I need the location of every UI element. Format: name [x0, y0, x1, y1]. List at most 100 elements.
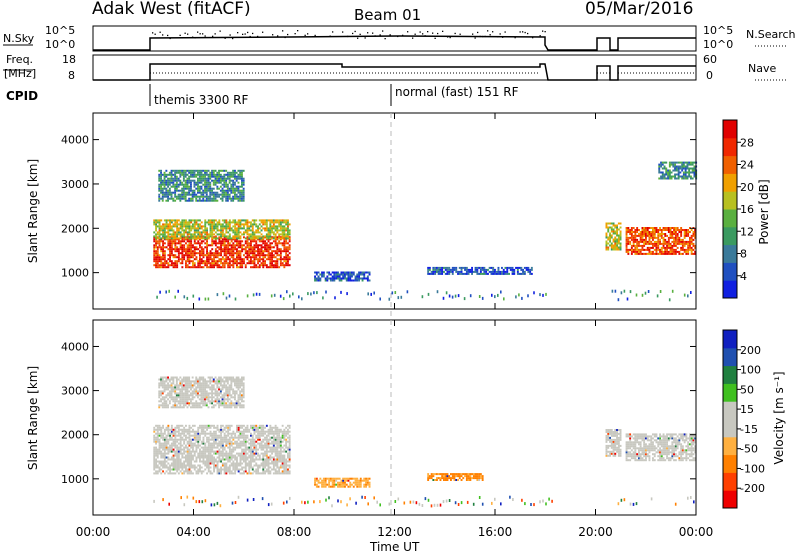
echo-cell — [239, 266, 242, 269]
echo-cell — [174, 438, 177, 441]
echo-cell — [688, 169, 691, 172]
echo-cell — [683, 250, 686, 253]
echo-cell — [262, 264, 265, 267]
echo-cell — [221, 436, 224, 439]
echo-cell — [188, 450, 191, 453]
power-colorbar-label: Power [dB] — [757, 179, 771, 244]
echo-cell — [226, 175, 229, 178]
echo-cell — [629, 236, 632, 239]
echo-cell — [246, 246, 249, 249]
echo-cell — [271, 440, 273, 443]
echo-cell — [153, 468, 156, 471]
echo-cell — [158, 378, 161, 381]
echo-cell — [692, 244, 695, 247]
echo-cell — [170, 464, 173, 467]
echo-cell — [619, 244, 622, 247]
colorbar-segment — [723, 120, 737, 139]
echo-cell — [188, 252, 191, 255]
echo-cell — [681, 229, 684, 231]
echo-cell — [223, 462, 226, 465]
echo-cell — [202, 254, 205, 257]
echo-cell — [262, 258, 265, 261]
echo-cell — [202, 260, 205, 263]
echo-cell — [260, 219, 263, 222]
ground-scatter — [629, 290, 632, 294]
echo-cell — [234, 436, 237, 439]
echo-cell — [227, 470, 230, 473]
echo-cell — [287, 456, 289, 459]
echo-cell — [689, 246, 691, 249]
echo-cell — [153, 458, 156, 461]
echo-cell — [260, 264, 263, 267]
echo-cell — [179, 242, 182, 245]
echo-cell — [223, 189, 226, 192]
echo-cell — [220, 260, 222, 263]
echo-cell — [236, 466, 238, 469]
echo-cell — [163, 460, 166, 463]
echo-cell — [199, 250, 201, 253]
echo-cell — [241, 175, 243, 178]
echo-cell — [234, 434, 237, 437]
echo-cell — [161, 195, 164, 198]
echo-cell — [186, 464, 189, 467]
echo-cell — [283, 221, 286, 224]
echo-cell — [265, 440, 268, 443]
echo-cell — [158, 227, 161, 230]
echo-cell — [165, 378, 168, 381]
echo-cell — [218, 452, 221, 455]
echo-cell — [197, 235, 200, 238]
echo-cell — [182, 400, 185, 403]
echo-cell — [451, 268, 454, 271]
echo-cell — [236, 444, 238, 447]
echo-cell — [160, 171, 162, 174]
echo-cell — [204, 191, 206, 194]
echo-cell — [216, 456, 219, 459]
echo-cell — [232, 450, 235, 453]
echo-cell — [177, 242, 180, 245]
echo-cell — [192, 225, 194, 228]
echo-cell — [262, 250, 265, 253]
echo-cell — [170, 242, 173, 245]
echo-cell — [228, 456, 231, 459]
echo-cell — [278, 430, 281, 433]
echo-cell — [279, 223, 282, 226]
echo-cell — [177, 248, 180, 251]
echo-cell — [160, 197, 162, 200]
echo-cell — [172, 223, 175, 226]
echo-cell — [218, 442, 221, 445]
echo-cell — [329, 279, 332, 282]
echo-cell — [160, 392, 162, 395]
echo-cell — [186, 442, 189, 445]
echo-cell — [213, 430, 215, 433]
echo-cell — [185, 460, 187, 463]
echo-cell — [287, 460, 289, 463]
echo-cell — [269, 227, 272, 230]
echo-cell — [250, 242, 252, 245]
echo-cell — [183, 256, 186, 259]
echo-cell — [204, 189, 206, 192]
echo-cell — [218, 177, 220, 180]
echo-cell — [199, 264, 201, 267]
echo-cell — [197, 262, 200, 265]
echo-cell — [193, 450, 196, 453]
echo-cell — [241, 452, 244, 455]
echo-cell — [204, 221, 207, 224]
echo-cell — [199, 225, 201, 228]
echo-cell — [186, 380, 189, 383]
echo-cell — [169, 444, 171, 447]
echo-cell — [167, 466, 170, 469]
echo-cell — [627, 231, 630, 233]
echo-cell — [170, 252, 173, 255]
echo-cell — [689, 238, 691, 241]
echo-cell — [218, 440, 221, 443]
echo-cell — [190, 185, 192, 188]
echo-cell — [174, 460, 177, 463]
echo-cell — [183, 221, 186, 224]
echo-cell — [205, 179, 208, 182]
echo-cell — [193, 185, 196, 188]
echo-cell — [202, 460, 205, 463]
nsky-dot — [487, 30, 489, 32]
echo-cell — [230, 240, 233, 243]
echo-cell — [276, 225, 279, 228]
echo-cell — [283, 468, 286, 471]
